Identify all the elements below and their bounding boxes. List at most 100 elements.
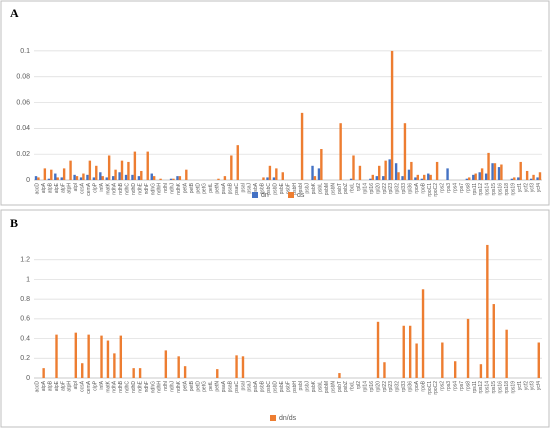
panel-frame <box>0 0 550 206</box>
x-tick-label: psbK <box>311 380 317 392</box>
x-tick-label: psaA <box>221 182 227 194</box>
bar <box>453 361 457 378</box>
x-tick-label: rps12 <box>478 381 484 394</box>
x-tick-label: psaA <box>221 380 227 392</box>
x-tick-label: psbD <box>272 381 278 393</box>
x-tick-label: psaJ <box>247 381 253 392</box>
x-tick-label: ndhG <box>150 381 156 393</box>
legend-label: dn <box>261 192 269 199</box>
y-tick-label: 0 <box>26 177 30 184</box>
bar <box>216 369 219 378</box>
x-tick-label: rps7 <box>459 183 465 193</box>
x-tick-label: cemA <box>86 380 92 393</box>
bar <box>268 165 272 180</box>
bar <box>369 178 372 180</box>
bar <box>37 177 40 180</box>
bar <box>352 155 355 180</box>
panel-label: A <box>10 6 19 20</box>
x-tick-label: ycf3 <box>530 183 536 192</box>
x-tick-label: psbA <box>253 182 259 194</box>
x-tick-label: rps3 <box>446 381 452 391</box>
x-tick-label: rps2 <box>440 183 446 193</box>
x-tick-label: rpoA <box>414 380 420 391</box>
bar <box>95 165 98 180</box>
bar <box>407 169 411 180</box>
bar <box>81 363 84 378</box>
bar <box>34 176 38 180</box>
x-tick-label: ndhD <box>131 381 137 393</box>
bar <box>113 353 116 378</box>
bar <box>519 161 522 180</box>
x-tick-label: rpoC1 <box>427 183 433 197</box>
bar <box>88 160 92 180</box>
bar <box>223 176 227 180</box>
bar <box>517 177 520 180</box>
bar <box>101 176 104 180</box>
bar <box>169 178 173 180</box>
x-tick-label: rps4 <box>453 381 459 391</box>
x-tick-label: rpl14 <box>362 381 368 392</box>
bar <box>79 177 83 180</box>
bar <box>74 332 77 378</box>
bar <box>423 174 426 180</box>
bar <box>275 168 278 180</box>
x-tick-label: psbI <box>298 381 304 390</box>
bar <box>107 155 111 180</box>
bar <box>235 355 238 378</box>
x-tick-label: rpl20 <box>375 381 381 392</box>
bar <box>43 168 47 180</box>
bar <box>416 174 420 180</box>
x-tick-label: rps11 <box>472 381 478 393</box>
x-tick-label: rps15 <box>491 381 497 394</box>
bar <box>388 159 391 180</box>
x-tick-label: rpoC2 <box>433 183 439 197</box>
bar <box>536 177 539 180</box>
x-tick-label: rpl33 <box>401 381 407 392</box>
x-tick-label: psbN <box>330 381 336 393</box>
bar <box>474 173 477 180</box>
bar <box>525 170 529 180</box>
x-tick-label: rpl23 <box>388 381 394 392</box>
bar <box>466 318 470 378</box>
x-tick-label: ndhC <box>125 183 131 195</box>
bar <box>183 366 187 378</box>
bar <box>497 167 501 180</box>
bar <box>92 177 96 180</box>
bar <box>311 165 314 180</box>
x-tick-label: psaB <box>227 182 233 194</box>
bar <box>421 289 425 378</box>
x-tick-label: ndhF <box>144 183 150 194</box>
x-tick-label: rpl36 <box>408 381 414 392</box>
x-tick-label: psbC <box>266 381 272 393</box>
x-tick-label: rpl36 <box>408 183 414 194</box>
bar <box>133 151 137 180</box>
bar <box>401 176 404 180</box>
x-tick-label: ndhF <box>144 381 150 392</box>
x-tick-label: rps18 <box>504 381 510 394</box>
y-tick-label: 0.08 <box>16 74 30 81</box>
bar <box>480 168 484 180</box>
bar <box>427 173 430 180</box>
x-tick-label: atpA <box>41 380 47 391</box>
x-tick-label: matK <box>105 380 111 392</box>
y-tick-label: 0.06 <box>16 99 30 106</box>
x-tick-label: psbZ <box>343 183 349 194</box>
x-tick-label: rps16 <box>498 381 504 394</box>
x-tick-label: ndhA <box>112 182 118 194</box>
x-tick-label: petD <box>195 381 201 392</box>
x-tick-label: atpA <box>41 182 47 193</box>
bar <box>383 362 386 378</box>
bar <box>217 178 220 180</box>
x-tick-label: psbZ <box>343 381 349 392</box>
x-tick-label: atpI <box>73 381 79 389</box>
bar <box>397 172 400 180</box>
bar <box>532 174 535 180</box>
bar <box>118 172 121 180</box>
x-tick-label: psaI <box>240 183 246 192</box>
x-tick-label: psbL <box>317 183 323 194</box>
bar <box>119 335 123 378</box>
x-tick-label: petN <box>215 381 221 392</box>
y-tick-label: 0.04 <box>16 125 30 132</box>
x-tick-label: psbT <box>337 183 343 194</box>
bar <box>529 178 533 180</box>
